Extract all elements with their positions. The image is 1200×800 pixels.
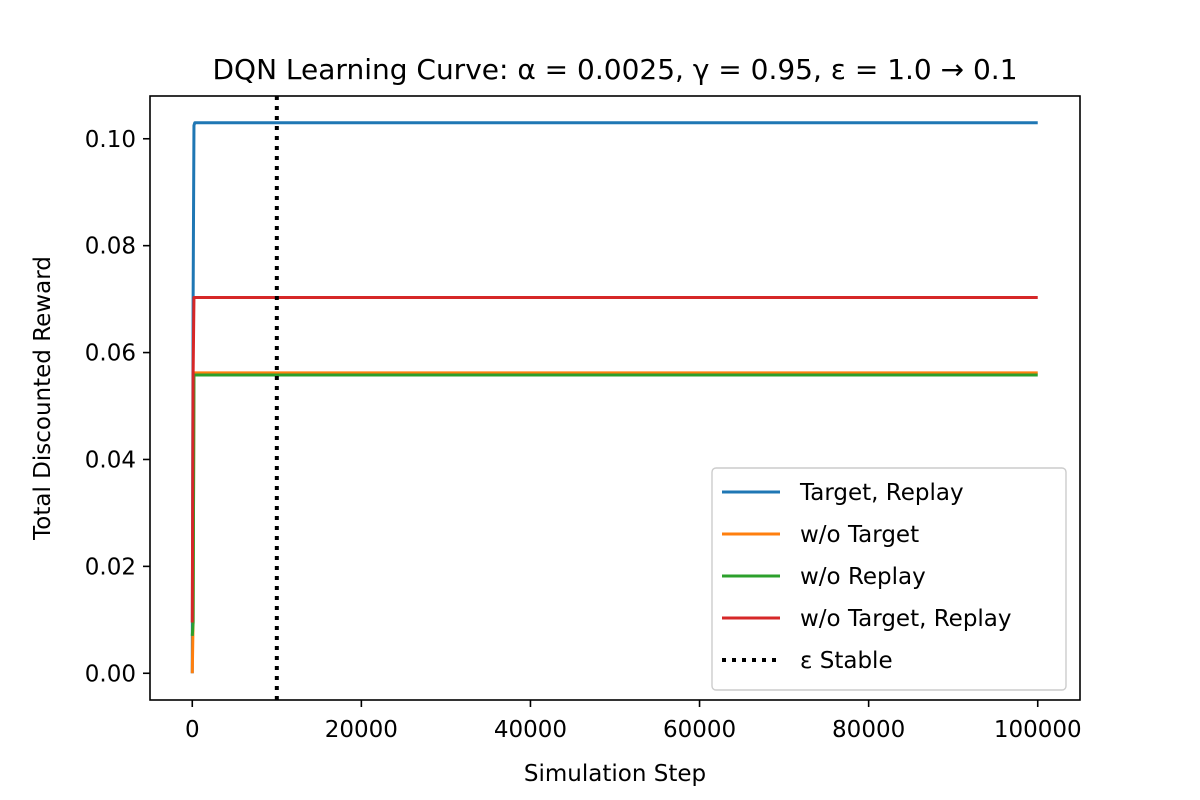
legend-entry-w-o-replay: w/o Replay [722, 564, 926, 590]
x-tick-label: 40000 [494, 717, 567, 743]
x-tick-label: 100000 [994, 717, 1082, 743]
legend: Target, Replay w/o Target w/o Replay w/o Ta… [711, 467, 1067, 691]
y-axis: 0.00 0.02 0.04 0.06 0.08 0.10 [85, 127, 150, 687]
legend-label: Target, Replay [799, 480, 964, 506]
legend-label: w/o Target [800, 522, 919, 548]
y-axis-label: Total Discounted Reward [30, 256, 56, 541]
x-tick-label: 60000 [663, 717, 736, 743]
legend-label: w/o Target, Replay [800, 606, 1012, 632]
y-tick-label: 0.08 [85, 234, 136, 260]
x-tick-label: 80000 [832, 717, 905, 743]
y-tick-label: 0.04 [85, 447, 136, 473]
legend-entry-target-replay: Target, Replay [722, 480, 964, 506]
y-tick-label: 0.06 [85, 341, 136, 367]
y-tick-label: 0.00 [85, 661, 136, 687]
chart-title: DQN Learning Curve: α = 0.0025, γ = 0.95… [212, 53, 1017, 86]
legend-entry-w-o-target: w/o Target [722, 522, 919, 548]
legend-label: w/o Replay [800, 564, 926, 590]
legend-box [711, 467, 1067, 691]
legend-entry-stable: ε Stable [722, 648, 893, 674]
x-tick-label: 20000 [325, 717, 398, 743]
x-tick-label: 0 [185, 717, 200, 743]
legend-label: ε Stable [800, 648, 893, 674]
series-line-w-o-target-replay [190, 296, 1038, 623]
legend-entry-w-o-target-replay: w/o Target, Replay [722, 606, 1012, 632]
y-tick-label: 0.02 [85, 554, 136, 580]
y-tick-label: 0.10 [85, 127, 136, 153]
series-layer [190, 121, 1038, 674]
x-axis: 0 20000 40000 60000 80000 100000 [185, 700, 1082, 743]
x-axis-label: Simulation Step [524, 761, 706, 787]
plot-frame [149, 95, 1081, 701]
